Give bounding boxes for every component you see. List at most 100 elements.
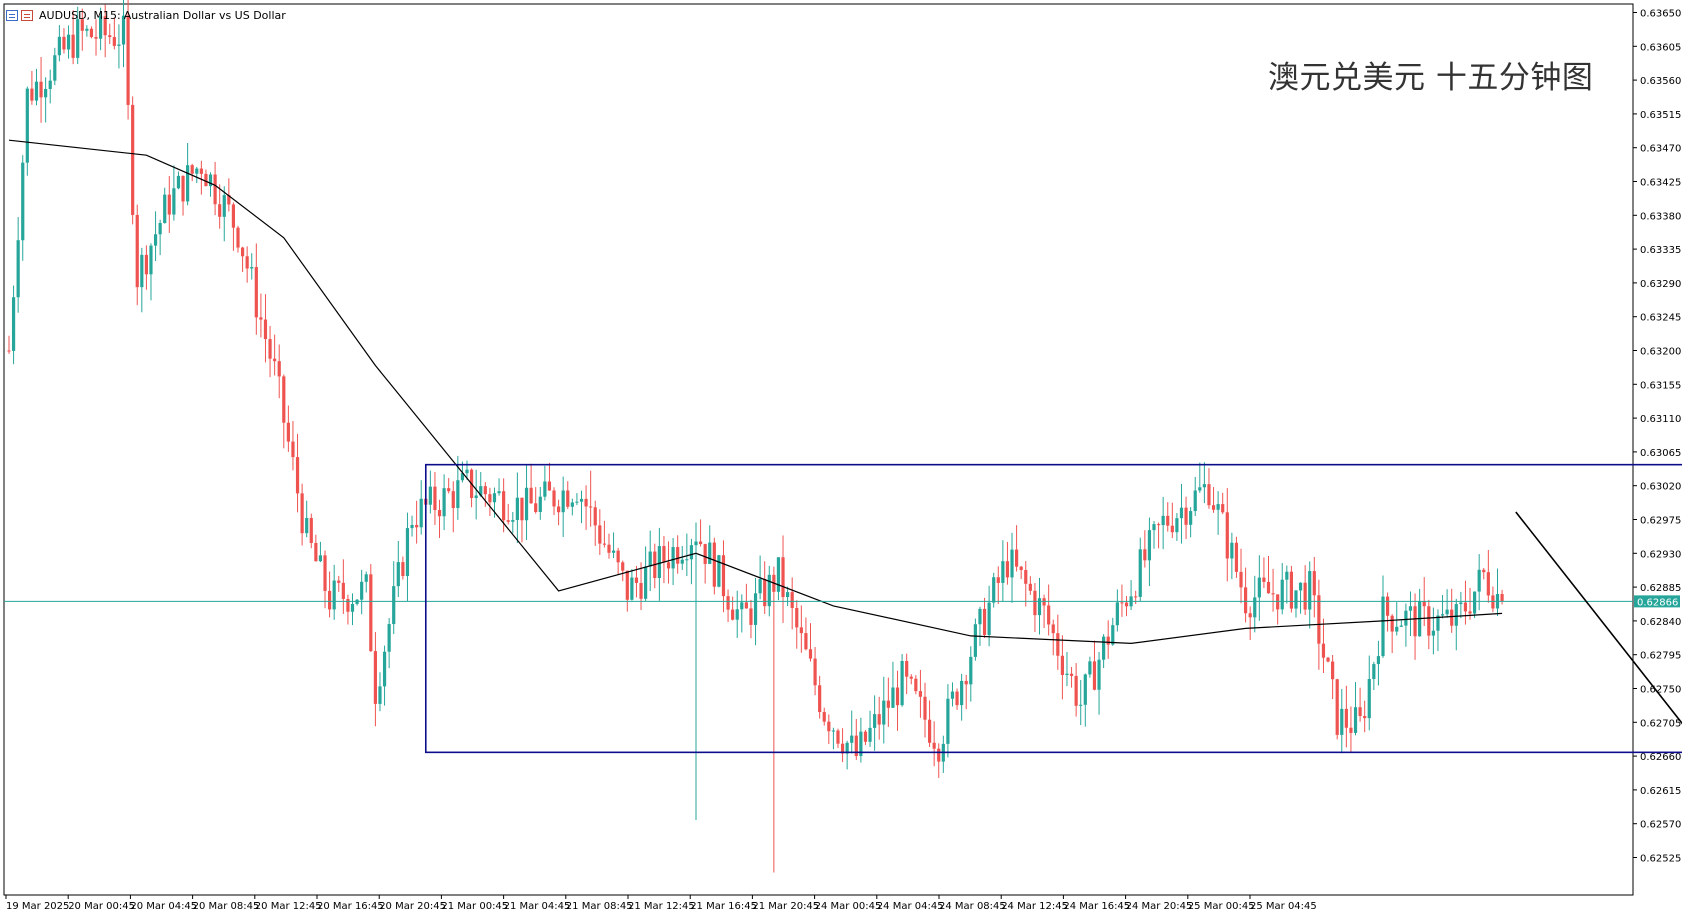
bear-candle <box>502 491 506 521</box>
bull-candle <box>671 547 675 569</box>
bear-candle <box>1143 549 1147 561</box>
bull-candle <box>1477 569 1481 592</box>
bull-candle <box>172 188 176 215</box>
y-tick-label: 0.63335 <box>1640 245 1681 256</box>
bull-candle <box>708 542 712 564</box>
bear-candle <box>401 562 405 577</box>
chart-menu-icon[interactable] <box>6 9 18 21</box>
y-tick-label: 0.63425 <box>1640 178 1681 189</box>
bear-candle <box>836 730 840 744</box>
bear-candle <box>341 582 345 599</box>
overlay-title: 澳元兑美元 十五分钟图 <box>1268 60 1594 96</box>
bull-candle <box>740 602 744 610</box>
bull-candle <box>1436 615 1440 631</box>
x-tick-label: 20 Mar 12:45 <box>255 901 322 912</box>
bull-candle <box>969 656 973 685</box>
bull-candle <box>776 557 781 592</box>
bull-candle <box>561 490 565 513</box>
bear-candle <box>236 227 240 248</box>
bull-candle <box>382 651 387 687</box>
y-tick-label: 0.63650 <box>1640 9 1681 20</box>
bear-candle <box>616 550 620 563</box>
bull-candle <box>579 498 584 502</box>
bear-candle <box>749 608 753 625</box>
y-tick-label: 0.63245 <box>1640 313 1681 324</box>
bear-candle <box>1450 609 1454 626</box>
bull-candle <box>195 168 199 174</box>
x-tick-label: 25 Mar 04:45 <box>1250 901 1317 912</box>
y-tick-label: 0.62705 <box>1640 718 1681 729</box>
bull-candle <box>538 496 542 512</box>
bull-candle <box>66 34 71 50</box>
bull-candle <box>387 624 391 652</box>
bear-candle <box>1234 542 1239 572</box>
bull-candle <box>648 551 652 567</box>
bear-candle <box>1248 613 1252 618</box>
bull-candle <box>442 488 446 517</box>
bear-candle <box>607 544 611 553</box>
bear-candle <box>1385 596 1390 616</box>
bull-candle <box>350 603 355 612</box>
bull-candle <box>474 495 478 499</box>
bear-candle <box>982 608 987 635</box>
y-tick-label: 0.63560 <box>1640 76 1681 87</box>
bear-candle <box>763 579 767 607</box>
bear-candle <box>955 691 959 706</box>
bear-candle <box>1005 561 1010 578</box>
bear-candle <box>1271 593 1275 595</box>
bear-candle <box>1244 587 1248 614</box>
bear-candle <box>937 748 941 762</box>
x-tick-label: 24 Mar 04:45 <box>877 901 944 912</box>
bear-candle <box>144 254 148 275</box>
bear-candle <box>918 691 923 697</box>
bull-candle <box>873 714 877 728</box>
bull-candle <box>900 661 904 706</box>
bull-candle <box>960 680 964 706</box>
bull-candle <box>891 687 895 708</box>
bear-candle <box>1033 590 1037 616</box>
y-tick-label: 0.63605 <box>1640 42 1681 53</box>
bull-candle <box>1097 659 1101 690</box>
bull-candle <box>735 609 739 620</box>
bear-candle <box>1156 524 1161 526</box>
chart-type-icon[interactable] <box>21 9 33 21</box>
bear-candle <box>1262 577 1266 582</box>
bear-candle <box>547 481 552 491</box>
bear-candle <box>1276 594 1280 610</box>
symbol-label: AUDUSD, M15: <box>39 8 121 22</box>
y-tick-label: 0.63155 <box>1640 380 1681 391</box>
bear-candle <box>254 267 258 318</box>
bear-candle <box>1047 605 1051 625</box>
bear-candle <box>1344 708 1348 728</box>
bear-candle <box>731 609 735 620</box>
bull-candle <box>176 175 181 189</box>
bull-candle <box>868 727 872 742</box>
bear-candle <box>996 577 1000 583</box>
bull-candle <box>786 592 790 598</box>
bear-candle <box>1207 484 1211 506</box>
bull-candle <box>680 559 684 564</box>
bull-candle <box>378 686 382 704</box>
bull-candle <box>117 44 121 46</box>
bull-candle <box>11 297 16 351</box>
bear-candle <box>1326 657 1330 662</box>
bull-candle <box>1440 614 1445 616</box>
bull-candle <box>1102 636 1106 660</box>
bull-candle <box>1037 598 1042 616</box>
bear-candle <box>818 685 822 713</box>
bull-candle <box>149 245 153 275</box>
bear-candle <box>1211 505 1216 510</box>
bull-candle <box>1010 549 1014 578</box>
bull-candle <box>405 528 410 577</box>
x-tick-label: 24 Mar 20:45 <box>1126 901 1193 912</box>
bear-candle <box>703 544 707 564</box>
bear-candle <box>277 361 281 377</box>
bear-candle <box>506 520 510 522</box>
bull-candle <box>1404 610 1408 626</box>
bear-candle <box>108 35 112 38</box>
bull-candle <box>1399 625 1403 627</box>
bull-candle <box>1459 602 1463 605</box>
bull-candle <box>53 55 57 81</box>
